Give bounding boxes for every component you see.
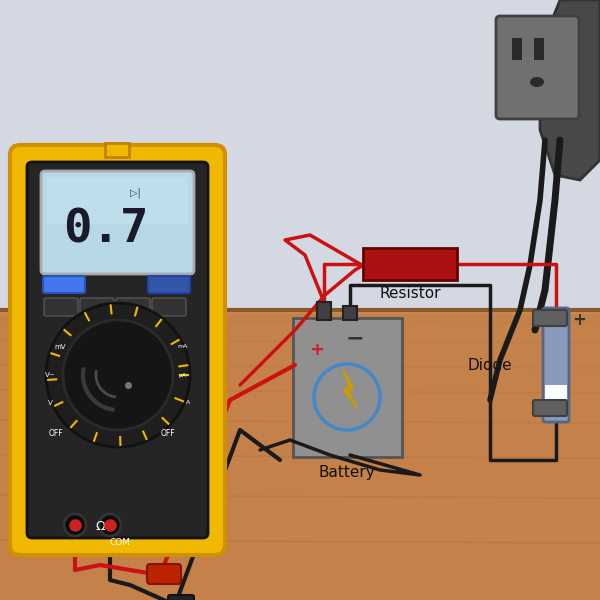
Text: mV: mV <box>54 344 66 350</box>
Circle shape <box>63 320 173 430</box>
Text: +: + <box>572 311 586 329</box>
Text: Diode: Diode <box>467 358 512 373</box>
Bar <box>317 302 331 320</box>
Bar <box>0 310 600 600</box>
FancyBboxPatch shape <box>148 276 190 293</box>
FancyBboxPatch shape <box>168 595 194 600</box>
Bar <box>105 143 129 157</box>
Text: V: V <box>47 400 52 406</box>
FancyBboxPatch shape <box>293 318 402 457</box>
FancyBboxPatch shape <box>41 171 194 274</box>
Circle shape <box>46 303 190 447</box>
Text: −: − <box>346 328 364 348</box>
Text: mA: mA <box>178 344 188 349</box>
FancyBboxPatch shape <box>152 298 186 316</box>
Text: Ω: Ω <box>95 520 105 533</box>
FancyBboxPatch shape <box>44 298 78 316</box>
FancyBboxPatch shape <box>147 564 181 584</box>
FancyBboxPatch shape <box>533 400 567 416</box>
Bar <box>343 306 357 320</box>
Text: A: A <box>186 401 190 406</box>
Text: Battery: Battery <box>319 466 376 481</box>
FancyBboxPatch shape <box>116 298 150 316</box>
Ellipse shape <box>530 77 544 87</box>
Text: μA: μA <box>179 373 187 377</box>
FancyBboxPatch shape <box>27 162 208 538</box>
Polygon shape <box>540 0 600 180</box>
Text: +: + <box>310 341 325 359</box>
Circle shape <box>99 514 121 536</box>
Bar <box>545 385 567 399</box>
Bar <box>0 0 600 310</box>
Circle shape <box>64 514 86 536</box>
FancyBboxPatch shape <box>10 145 225 555</box>
Polygon shape <box>343 370 357 408</box>
Text: 0.7: 0.7 <box>63 208 149 253</box>
FancyBboxPatch shape <box>80 298 114 316</box>
Bar <box>534 38 544 60</box>
FancyBboxPatch shape <box>363 248 457 280</box>
Text: OFF: OFF <box>161 428 175 437</box>
FancyBboxPatch shape <box>533 310 567 326</box>
Text: OFF: OFF <box>49 428 64 437</box>
FancyBboxPatch shape <box>496 16 579 119</box>
FancyBboxPatch shape <box>47 177 188 224</box>
Text: Resistor: Resistor <box>379 286 441 301</box>
Text: V~: V~ <box>44 372 55 378</box>
Text: COM: COM <box>110 538 131 547</box>
FancyBboxPatch shape <box>43 276 85 293</box>
FancyBboxPatch shape <box>543 308 569 422</box>
Text: ▷|: ▷| <box>130 188 140 198</box>
Bar <box>512 38 522 60</box>
